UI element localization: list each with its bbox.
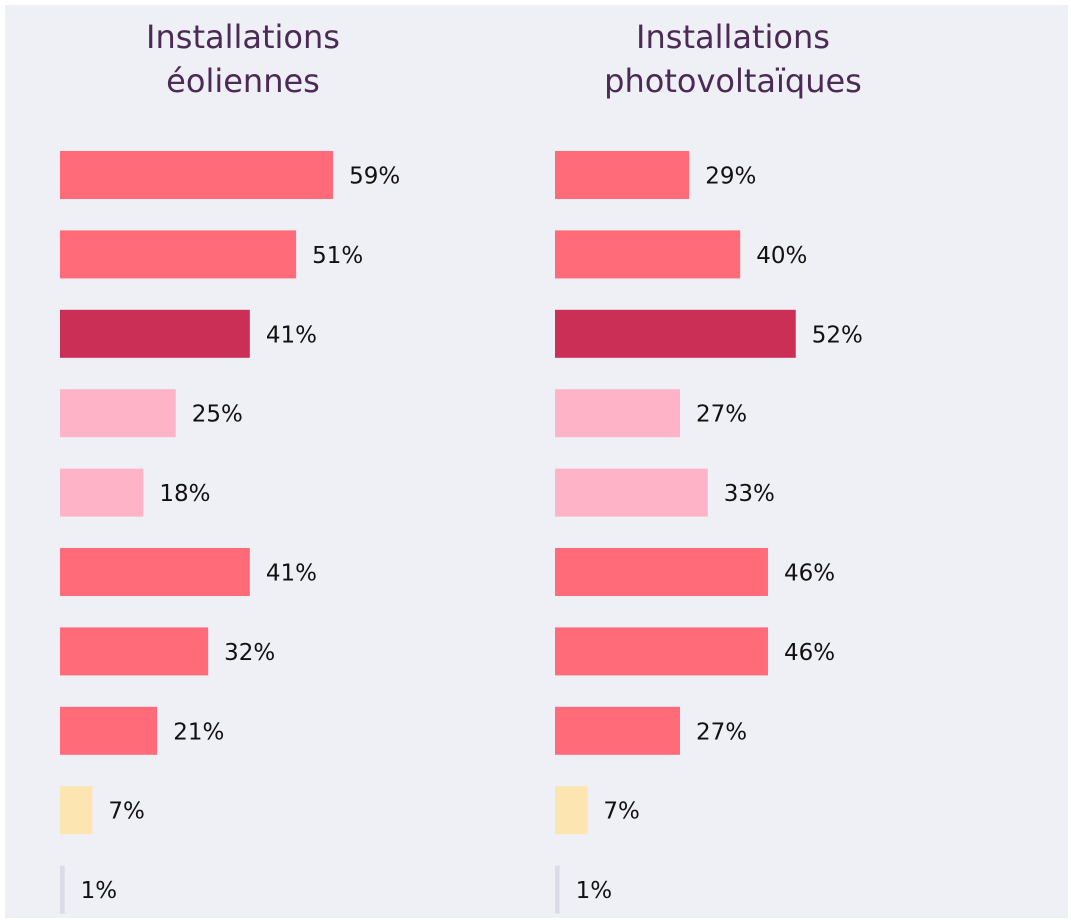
value-label: 32%	[224, 640, 275, 666]
value-label: 33%	[724, 481, 775, 507]
value-label: 46%	[784, 640, 835, 666]
bar	[60, 786, 93, 835]
bar	[555, 548, 768, 596]
value-label: 1%	[576, 878, 613, 904]
bar	[555, 706, 681, 755]
chart-title: Installations	[636, 18, 830, 56]
bar	[555, 786, 588, 835]
bar	[60, 151, 334, 199]
value-label: 41%	[266, 561, 317, 587]
value-label: 46%	[784, 561, 835, 587]
bar	[60, 865, 65, 914]
value-label: 27%	[696, 719, 747, 745]
value-label: 40%	[756, 243, 807, 269]
bar	[60, 468, 144, 517]
value-label: 7%	[108, 799, 145, 825]
bar	[555, 151, 690, 199]
bar	[555, 865, 560, 914]
panel	[5, 5, 1068, 918]
bar	[555, 309, 796, 358]
value-label: 29%	[705, 164, 756, 190]
bar	[555, 389, 681, 438]
value-label: 1%	[81, 878, 118, 904]
bar	[60, 548, 250, 596]
value-label: 25%	[192, 402, 243, 428]
bar	[555, 468, 708, 517]
value-label: 52%	[812, 322, 863, 348]
value-label: 59%	[349, 164, 400, 190]
bar	[60, 230, 297, 279]
value-label: 51%	[312, 243, 363, 269]
bar	[60, 706, 158, 755]
bar	[60, 627, 209, 676]
value-label: 7%	[603, 799, 640, 825]
bar	[555, 627, 768, 676]
chart-title: éoliennes	[166, 62, 320, 100]
value-label: 21%	[173, 719, 224, 745]
bar	[555, 230, 741, 279]
bar	[60, 389, 176, 438]
value-label: 41%	[266, 322, 317, 348]
chart-title: photovoltaïques	[604, 62, 862, 100]
chart-title: Installations	[146, 18, 340, 56]
bar	[60, 309, 250, 358]
value-label: 27%	[696, 402, 747, 428]
value-label: 18%	[159, 481, 210, 507]
